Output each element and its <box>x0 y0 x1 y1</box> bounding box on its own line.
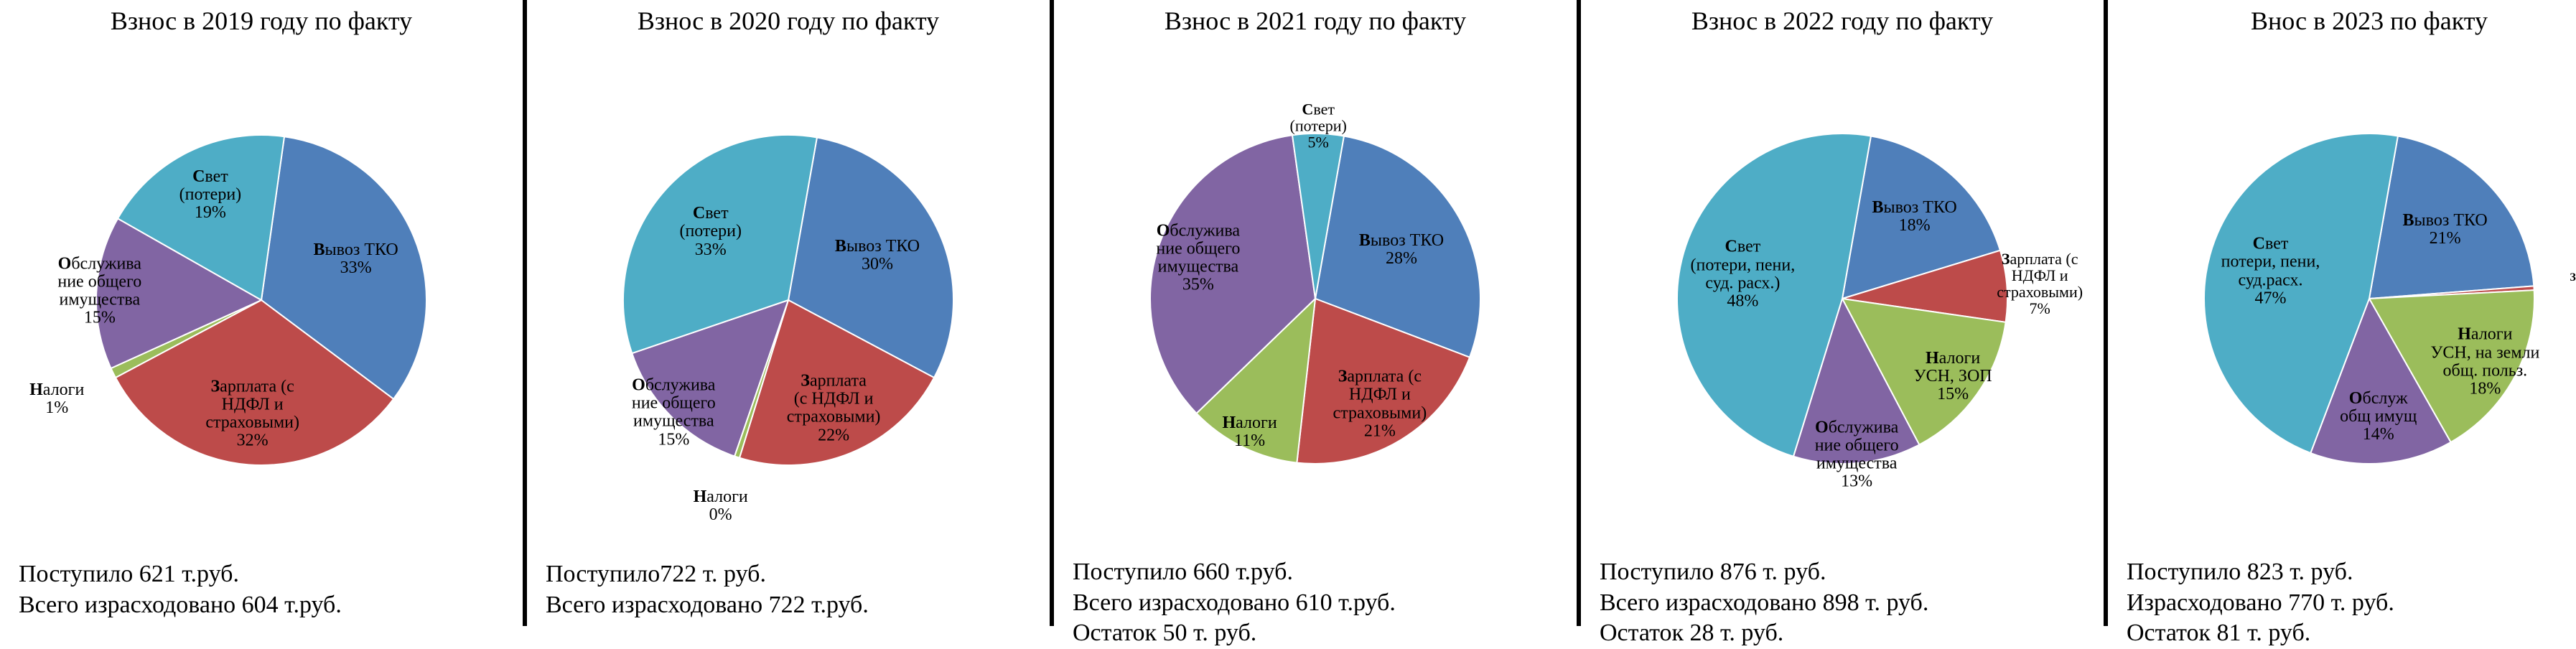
pie-svg <box>2111 40 2576 557</box>
footer-line: Поступило 876 т. руб. <box>1600 557 2092 588</box>
panel: Взнос в 2021 году по факту Вывоз ТКО 28%З… <box>1054 0 1577 626</box>
panel-title: Взнос в 2019 году по факту <box>111 6 412 36</box>
footer-line: Остаток 81 т. руб. <box>2127 618 2576 649</box>
footer-line: Всего израсходовано 610 т.руб. <box>1073 588 1565 619</box>
panel-title: Взнос в 2022 году по факту <box>1691 6 1993 36</box>
footer-line: Всего израсходовано 604 т.руб. <box>19 590 511 621</box>
panel: Взнос в 2019 году по факту Вывоз ТКО 33%З… <box>0 0 523 626</box>
panel: Взнос в 2022 году по факту Вывоз ТКО 18%З… <box>1581 0 2104 626</box>
footer-line: Всего израсходовано 898 т. руб. <box>1600 588 2092 619</box>
pie-svg <box>530 42 1047 559</box>
footer-line: Поступило 823 т. руб. <box>2127 557 2576 588</box>
footer-line: Израсходовано 770 т. руб. <box>2127 588 2576 619</box>
panels-row: Взнос в 2019 году по факту Вывоз ТКО 33%З… <box>0 0 2576 626</box>
panel-footer: Поступило 876 т. руб.Всего израсходовано… <box>1584 557 2101 649</box>
footer-line: Поступило 621 т.руб. <box>19 559 511 590</box>
panel: Взнос в 2020 году по факту Вывоз ТКО 30%З… <box>527 0 1050 626</box>
footer-line: Всего израсходовано 722 т.руб. <box>546 590 1038 621</box>
pie-chart: Вывоз ТКО 30%Зарплата (с НДФЛ и страховы… <box>530 40 1047 559</box>
footer-line: Поступило 660 т.руб. <box>1073 557 1565 588</box>
footer-line: Остаток 28 т. руб. <box>1600 618 2092 649</box>
pie-svg <box>1057 40 1574 557</box>
pie-chart: Вывоз ТКО 18%Зарплата (с НДФЛ и страховы… <box>1584 40 2101 557</box>
pie-chart: Вывоз ТКО 33%Зарплата (с НДФЛ и страховы… <box>3 40 520 559</box>
footer-line: Остаток 50 т. руб. <box>1073 618 1565 649</box>
panel: Внос в 2023 по факту Вывоз ТКО 21%Зарплат… <box>2108 0 2576 626</box>
panel-footer: Поступило 660 т.руб.Всего израсходовано … <box>1057 557 1574 649</box>
pie-chart: Вывоз ТКО 21%Зарплата 0%Налоги УСН, на з… <box>2111 40 2576 557</box>
panel-title: Взнос в 2020 году по факту <box>638 6 939 36</box>
pie-svg <box>3 42 520 559</box>
panel-footer: Поступило722 т. руб.Всего израсходовано … <box>530 559 1047 620</box>
panel-title: Внос в 2023 по факту <box>2251 6 2488 36</box>
panel-title: Взнос в 2021 году по факту <box>1165 6 1466 36</box>
pie-chart: Вывоз ТКО 28%Зарплата (с НДФЛ и страховы… <box>1057 40 1574 557</box>
panel-footer: Поступило 621 т.руб.Всего израсходовано … <box>3 559 520 620</box>
footer-line: Поступило722 т. руб. <box>546 559 1038 590</box>
panel-footer: Поступило 823 т. руб.Израсходовано 770 т… <box>2111 557 2576 649</box>
pie-svg <box>1584 40 2101 557</box>
